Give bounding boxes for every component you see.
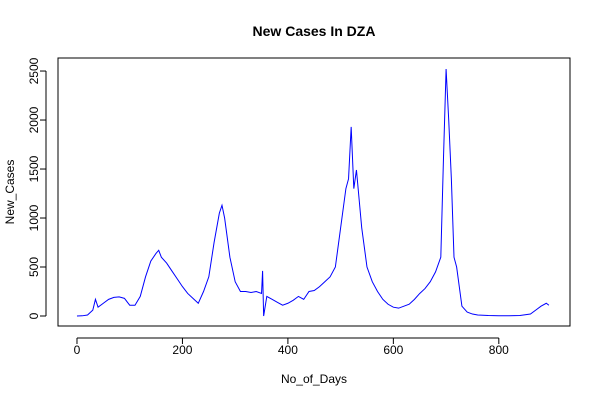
y-tick-label: 500 bbox=[27, 257, 41, 277]
x-tick-label: 400 bbox=[278, 343, 298, 357]
y-tick-label: 0 bbox=[27, 312, 41, 319]
x-axis-label: No_of_Days bbox=[281, 372, 347, 386]
y-tick-label: 2500 bbox=[27, 57, 41, 84]
y-tick-label: 1500 bbox=[27, 155, 41, 182]
y-axis-label: New_Cases bbox=[3, 160, 17, 225]
x-tick-label: 600 bbox=[383, 343, 403, 357]
x-tick-label: 800 bbox=[489, 343, 509, 357]
chart-title: New Cases In DZA bbox=[253, 23, 376, 39]
x-tick-label: 200 bbox=[172, 343, 192, 357]
y-tick-label: 1000 bbox=[27, 204, 41, 231]
series-line bbox=[76, 69, 550, 317]
y-tick-label: 2000 bbox=[27, 106, 41, 133]
plot-box bbox=[57, 57, 571, 327]
x-tick-label: 0 bbox=[74, 343, 81, 357]
